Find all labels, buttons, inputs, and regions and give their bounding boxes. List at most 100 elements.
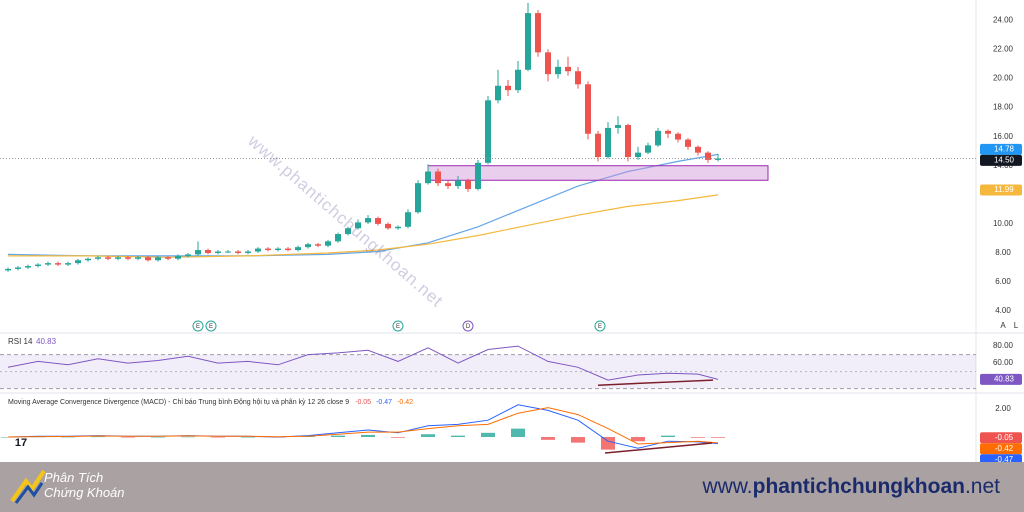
candle-body: [295, 247, 301, 251]
event-marker: [392, 320, 404, 332]
histogram-bar: [631, 437, 645, 442]
macd-trendline: [604, 442, 713, 454]
rsi-trendline: [597, 379, 714, 386]
candle-body: [95, 257, 101, 259]
event-marker: [205, 320, 217, 332]
event-label: E: [196, 324, 200, 330]
y-tick-label: 10.00: [993, 219, 1014, 228]
candle-body: [225, 251, 231, 253]
histogram-bar: [511, 428, 525, 438]
candle-body: [235, 251, 241, 253]
svg-text:17: 17: [15, 437, 27, 449]
brand-logo: [10, 469, 46, 504]
candle-body: [215, 251, 221, 253]
candle-body: [555, 66, 561, 75]
url-part: .net: [964, 475, 1000, 498]
histogram-bar: [211, 437, 225, 438]
histogram-bar: [481, 432, 495, 438]
candle-body: [125, 257, 131, 259]
histogram-bar: [331, 435, 345, 438]
macd-line: [7, 404, 719, 449]
event-marker: [594, 320, 606, 332]
website-url: www.phantichchungkhoan.net: [702, 475, 1000, 499]
brand-line: Chứng Khoán: [44, 485, 125, 500]
candle-body: [655, 130, 661, 146]
candle-body: [355, 222, 361, 229]
histogram-bar: [691, 437, 705, 438]
y-tick-label: 16.00: [993, 132, 1014, 141]
rsi-label: 40.83: [994, 374, 1015, 383]
candle-body: [105, 257, 111, 259]
candle-body: [145, 257, 151, 261]
candle-body: [155, 257, 161, 261]
candle-body: [315, 244, 321, 246]
candle-body: [65, 263, 71, 265]
histogram-bar: [661, 435, 675, 438]
y-tick-label: 18.00: [993, 103, 1014, 112]
candle-body: [605, 127, 611, 158]
candle-body: [425, 171, 431, 184]
y-tick-label: 6.00: [995, 277, 1011, 286]
candle-body: [675, 133, 681, 140]
event-label: E: [598, 324, 602, 330]
candle-body: [575, 71, 581, 85]
macd-label-box: [980, 454, 1022, 462]
candle-body: [455, 180, 461, 187]
macd-title: Moving Average Convergence Divergence (M…: [8, 398, 349, 406]
event-label: E: [209, 324, 213, 330]
chart: 17 4.006.008.0010.0014.0016.0018.0020.00…: [0, 0, 1024, 462]
histogram-bar: [601, 437, 615, 450]
candle-body: [205, 250, 211, 253]
macd-label: -0.47: [995, 455, 1014, 462]
histogram-bar: [541, 437, 555, 440]
macd-label: -0.05: [995, 433, 1014, 442]
y-tick-label: 80.00: [993, 341, 1014, 350]
candle-body: [385, 223, 391, 229]
macd-label: -0.42: [995, 444, 1014, 453]
candle-body: [335, 234, 341, 242]
histogram-bar: [711, 437, 725, 438]
candle-body: [535, 13, 541, 53]
histogram-bar: [421, 434, 435, 438]
tv-logo: 17: [10, 436, 32, 450]
price-label: 14.78: [994, 144, 1015, 153]
y-tick-label: 22.00: [993, 45, 1014, 54]
candle-body: [695, 146, 701, 153]
event-label: E: [396, 324, 400, 330]
footer: Phân Tích Chứng Khoán www.phantichchungk…: [0, 462, 1024, 512]
price-label-box: [980, 154, 1022, 166]
histogram-bar: [1, 437, 15, 438]
histogram-bar: [181, 436, 195, 438]
histogram-bar: [121, 437, 135, 438]
price-label: 11.99: [994, 185, 1014, 194]
histogram-bar: [571, 437, 585, 443]
macd-value: -0.05: [355, 399, 371, 406]
candle-body: [405, 212, 411, 227]
macd-value: -0.42: [397, 399, 413, 406]
event-marker: [462, 320, 474, 332]
candle-body: [135, 257, 141, 259]
candle-body: [375, 218, 381, 224]
candle-body: [565, 66, 571, 72]
candle-body: [545, 52, 551, 75]
brand-line: Phân Tích: [44, 470, 104, 485]
candle-body: [15, 267, 21, 269]
candle-body: [715, 158, 721, 160]
price-label: 14.50: [994, 155, 1015, 164]
candle-body: [445, 183, 451, 187]
candle-body: [115, 257, 121, 259]
price-label-box: [980, 184, 1022, 196]
candle-body: [305, 244, 311, 248]
candle-body: [525, 13, 531, 70]
histogram-bar: [301, 436, 315, 438]
histogram-bar: [151, 437, 165, 438]
candle-body: [365, 218, 371, 223]
axis-button: L: [1014, 321, 1019, 330]
macd-label-box: [980, 432, 1022, 444]
y-tick-label: 2.00: [995, 404, 1011, 413]
y-tick-label: 24.00: [993, 15, 1014, 24]
candle-body: [255, 248, 261, 252]
rsi-title: RSI 14: [8, 337, 33, 346]
candle-body: [495, 85, 501, 101]
